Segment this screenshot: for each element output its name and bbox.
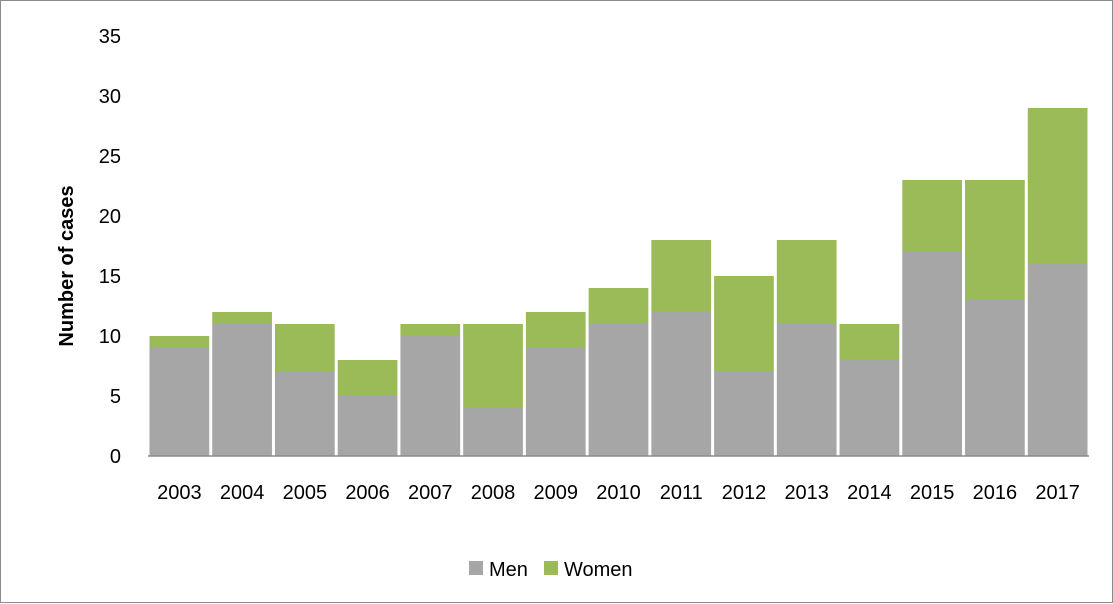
y-tick-label: 25 xyxy=(99,146,121,168)
x-tick-label: 2014 xyxy=(847,482,892,504)
x-tick-label: 2016 xyxy=(973,482,1018,504)
x-tick-label: 2007 xyxy=(408,482,453,504)
x-tick-label: 2011 xyxy=(660,482,703,504)
legend-swatch-women xyxy=(544,561,558,575)
bar-women-2013 xyxy=(776,240,837,324)
bar-men-2005 xyxy=(274,372,335,456)
x-tick-label: 2013 xyxy=(784,482,829,504)
y-axis-title: Number of cases xyxy=(56,185,78,346)
bar-women-2007 xyxy=(400,324,461,336)
bar-women-2016 xyxy=(965,180,1025,300)
y-tick-label: 5 xyxy=(110,386,121,408)
bar-men-2017 xyxy=(1027,264,1088,456)
bar-men-2015 xyxy=(902,252,963,456)
x-tick-label: 2005 xyxy=(283,482,328,504)
bar-women-2017 xyxy=(1027,108,1088,264)
bar-men-2007 xyxy=(400,336,461,456)
x-tick-label: 2017 xyxy=(1035,482,1080,504)
legend: Men Women xyxy=(469,559,633,581)
legend-swatch-men xyxy=(469,561,483,575)
bar-men-2011 xyxy=(651,312,712,456)
y-axis-tick-labels: 0 5 10 15 20 25 30 35 xyxy=(99,26,121,468)
bar-men-2016 xyxy=(965,300,1025,456)
bar-women-2005 xyxy=(274,324,335,372)
y-tick-label: 15 xyxy=(99,266,121,288)
bar-women-2008 xyxy=(463,324,523,408)
y-tick-label: 30 xyxy=(99,86,121,108)
x-tick-label: 2006 xyxy=(345,482,390,504)
bar-men-2014 xyxy=(839,360,900,456)
y-tick-label: 20 xyxy=(99,206,121,228)
bar-women-2003 xyxy=(149,336,210,348)
x-tick-label: 2012 xyxy=(722,482,767,504)
x-tick-label: 2004 xyxy=(220,482,265,504)
bar-women-2006 xyxy=(337,360,398,396)
y-tick-label: 10 xyxy=(99,326,121,348)
x-tick-label: 2010 xyxy=(596,482,641,504)
bar-women-2014 xyxy=(839,324,900,360)
bar-men-2013 xyxy=(776,324,837,456)
bar-men-2004 xyxy=(212,324,272,456)
bar-men-2003 xyxy=(149,348,210,456)
bar-women-2015 xyxy=(902,180,963,252)
bar-women-2009 xyxy=(525,312,586,348)
legend-label-women: Women xyxy=(564,559,633,581)
x-tick-label: 2009 xyxy=(534,482,579,504)
y-tick-label: 35 xyxy=(99,26,121,48)
bar-men-2009 xyxy=(525,348,586,456)
bar-women-2011 xyxy=(651,240,712,312)
x-tick-label: 2003 xyxy=(157,482,202,504)
legend-label-men: Men xyxy=(489,559,528,581)
x-tick-label: 2008 xyxy=(471,482,516,504)
bar-men-2006 xyxy=(337,396,398,456)
bar-women-2004 xyxy=(212,312,272,324)
bar-men-2012 xyxy=(714,372,774,456)
y-tick-label: 0 xyxy=(110,446,121,468)
bar-men-2010 xyxy=(588,324,649,456)
bar-women-2010 xyxy=(588,288,649,324)
bar-women-2012 xyxy=(714,276,774,372)
bars-group xyxy=(149,108,1088,456)
x-tick-label: 2015 xyxy=(910,482,955,504)
x-axis-tick-labels: 2003 2004 2005 2006 2007 2008 2009 2010 2011 2012… xyxy=(157,482,1080,504)
bar-men-2008 xyxy=(463,408,523,456)
